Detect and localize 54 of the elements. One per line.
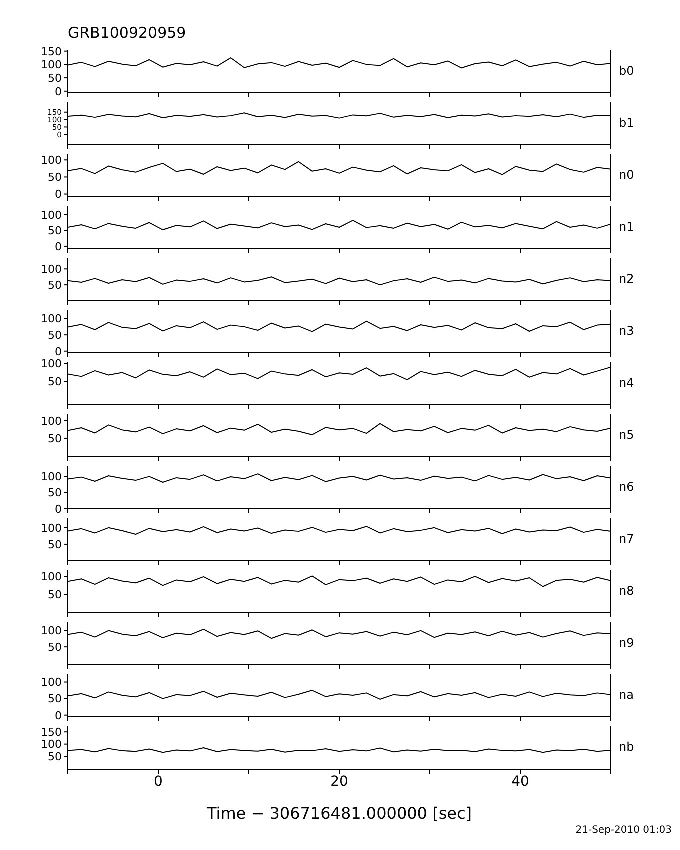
y-tick-label: 50 bbox=[48, 278, 62, 292]
series-label: n7 bbox=[619, 532, 634, 546]
y-tick-label: 50 bbox=[48, 538, 62, 552]
x-tick-label: 40 bbox=[512, 774, 530, 790]
series-label: n3 bbox=[619, 324, 634, 338]
y-tick-label: 150 bbox=[41, 45, 62, 58]
y-tick-label: 50 bbox=[48, 72, 62, 85]
chart-title: GRB100920959 bbox=[68, 24, 188, 44]
y-tick-label: 100 bbox=[41, 738, 62, 752]
y-tick-label: 0 bbox=[55, 502, 62, 516]
series-label: n6 bbox=[619, 480, 634, 494]
y-tick-label: 100 bbox=[41, 676, 62, 690]
y-tick-label: 150 bbox=[41, 726, 62, 740]
x-tick-label: 20 bbox=[330, 774, 348, 790]
series-label: n8 bbox=[619, 584, 634, 598]
series-label: nb bbox=[619, 740, 634, 754]
y-tick-label: 0 bbox=[55, 709, 62, 722]
series-label: n9 bbox=[619, 636, 634, 650]
series-label: n1 bbox=[619, 220, 634, 234]
y-tick-label: 50 bbox=[48, 588, 62, 602]
y-tick-label: 50 bbox=[48, 640, 62, 654]
y-tick-label: 0 bbox=[55, 240, 62, 254]
y-tick-label: 100 bbox=[41, 154, 62, 168]
y-tick-label: 50 bbox=[48, 328, 62, 342]
y-tick-label: 100 bbox=[41, 570, 62, 584]
y-tick-label: 100 bbox=[41, 470, 62, 484]
y-tick-label: 50 bbox=[48, 432, 62, 446]
series-label: n2 bbox=[619, 272, 634, 286]
series-label: b1 bbox=[619, 116, 634, 130]
y-tick-label: 100 bbox=[41, 208, 62, 222]
series-label: b0 bbox=[619, 64, 634, 78]
y-tick-label: 100 bbox=[41, 414, 62, 428]
y-tick-label: 50 bbox=[48, 750, 62, 764]
series-label: na bbox=[619, 688, 634, 702]
y-tick-label: 50 bbox=[48, 486, 62, 500]
y-tick-label: 50 bbox=[48, 224, 62, 238]
y-tick-label: 0 bbox=[55, 85, 62, 98]
y-tick-label: 100 bbox=[41, 58, 62, 72]
series-label: n4 bbox=[619, 376, 634, 390]
y-tick-label: 100 bbox=[41, 522, 62, 535]
y-tick-label: 100 bbox=[41, 624, 62, 638]
y-tick-label: 50 bbox=[48, 692, 62, 706]
y-tick-label: 100 bbox=[41, 263, 62, 276]
y-tick-label: 100 bbox=[41, 312, 62, 326]
x-axis-title: Time − 306716481.000000 [sec] bbox=[206, 804, 474, 823]
x-tick-label: 0 bbox=[154, 774, 163, 790]
text: 21-Sep-2010 01:03 bbox=[574, 825, 672, 836]
y-tick-label: 100 bbox=[41, 358, 62, 371]
series-label: n0 bbox=[619, 168, 634, 182]
y-tick-label: 50 bbox=[48, 376, 62, 389]
y-tick-label: 0 bbox=[55, 345, 62, 358]
y-tick-label: 0 bbox=[55, 188, 62, 202]
series-label: n5 bbox=[619, 428, 634, 442]
y-tick-label: 50 bbox=[48, 171, 62, 184]
